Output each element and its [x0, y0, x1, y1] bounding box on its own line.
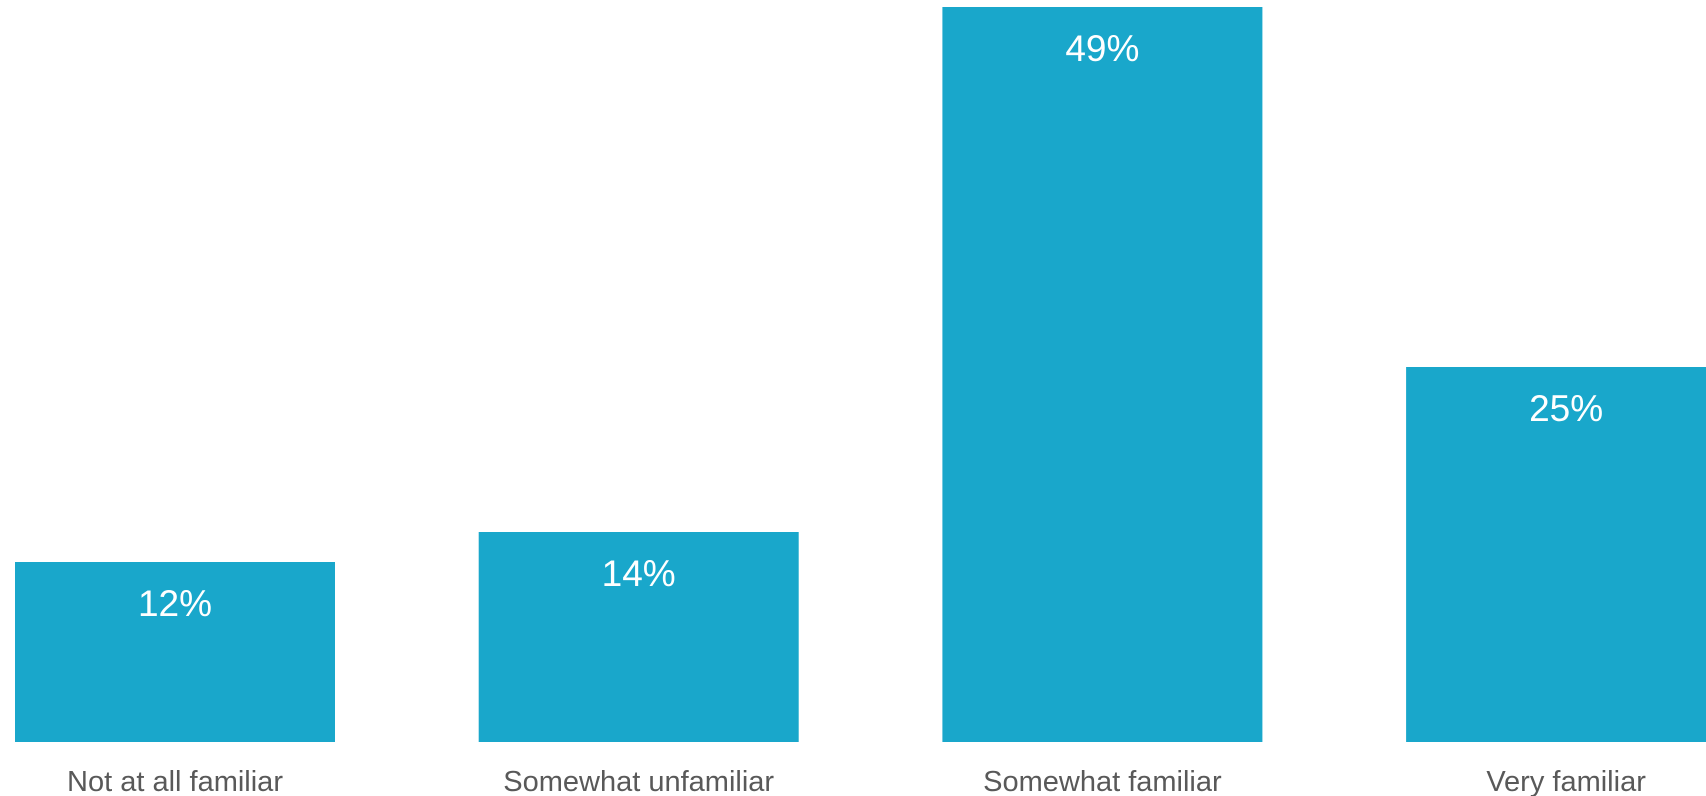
- bars-group: [15, 7, 1706, 742]
- bar-not-at-all-familiar: [15, 562, 335, 742]
- category-label-very-familiar: Very familiar: [1486, 766, 1646, 796]
- bar-very-familiar: [1406, 367, 1706, 742]
- value-label-very-familiar: 25%: [1529, 388, 1603, 429]
- category-labels-group: Not at all familiar Somewhat unfamiliar So…: [67, 766, 1646, 796]
- value-labels-group: 12% 14% 49% 25%: [138, 28, 1603, 624]
- value-label-not-at-all-familiar: 12%: [138, 583, 212, 624]
- category-label-somewhat-familiar: Somewhat familiar: [983, 766, 1222, 796]
- bar-somewhat-unfamiliar: [478, 532, 799, 742]
- category-label-somewhat-unfamiliar: Somewhat unfamiliar: [503, 766, 774, 796]
- category-label-not-at-all-familiar: Not at all familiar: [67, 766, 283, 796]
- bar-somewhat-familiar: [942, 7, 1263, 742]
- value-label-somewhat-familiar: 49%: [1065, 28, 1139, 69]
- value-label-somewhat-unfamiliar: 14%: [602, 553, 676, 594]
